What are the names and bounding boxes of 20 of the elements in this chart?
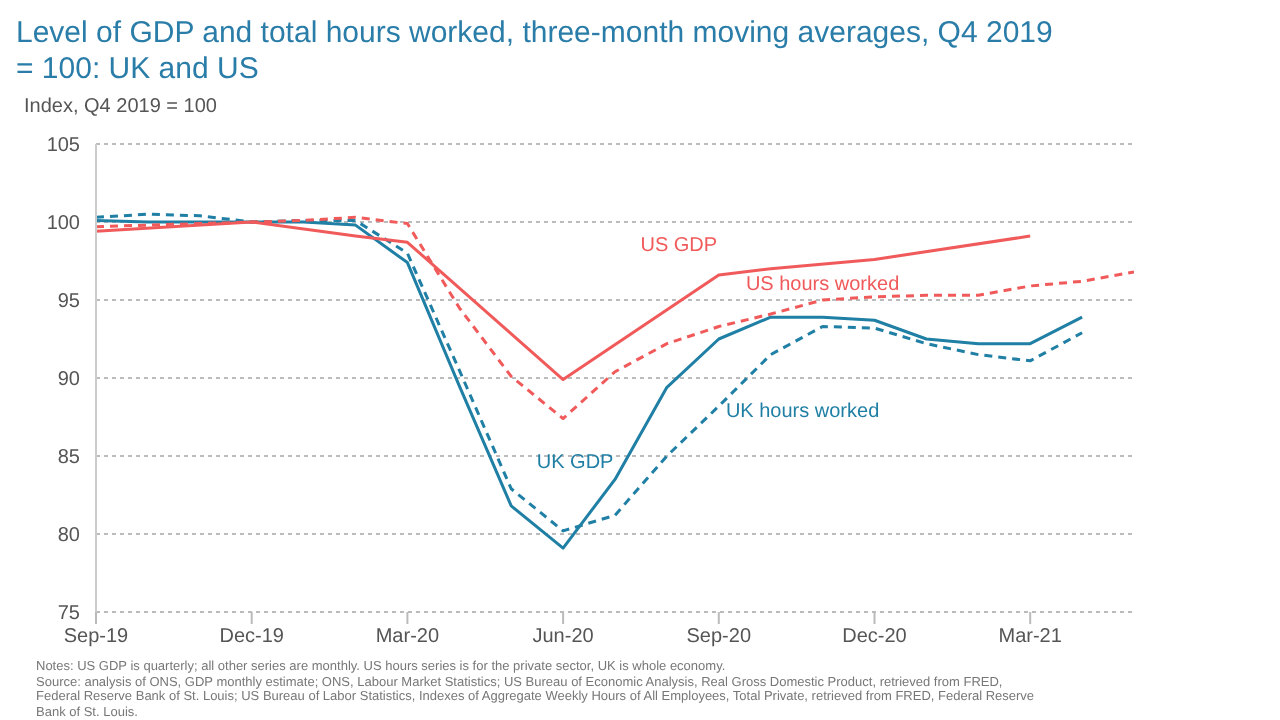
y-tick-label: 95 <box>57 291 81 314</box>
series-label: US GDP <box>640 235 718 258</box>
y-tick-label: 90 <box>57 369 81 392</box>
x-tick-label: Dec-19 <box>219 626 285 649</box>
x-tick-label: Jun-20 <box>532 626 595 649</box>
y-tick-label: 75 <box>57 603 81 626</box>
y-tick-label: 85 <box>57 447 81 470</box>
series-label: UK hours worked <box>725 400 880 423</box>
x-tick-label: Mar-20 <box>375 626 440 649</box>
chart-subtitle: Index, Q4 2019 = 100 <box>24 96 217 118</box>
x-tick-label: Dec-20 <box>842 626 908 649</box>
x-tick-label: Sep-20 <box>686 626 752 649</box>
chart-title: Level of GDP and total hours worked, three-month moving averages, Q4 2019 = 100: UK and US <box>16 16 1055 88</box>
series-label: US hours worked <box>745 274 900 296</box>
y-tick-label: 100 <box>46 213 81 236</box>
x-tick-label: Mar-21 <box>998 626 1063 649</box>
x-tick-label: Sep-19 <box>63 626 130 649</box>
y-tick-label: 105 <box>46 135 81 158</box>
series-label: UK GDP <box>536 452 615 475</box>
y-tick-label: 80 <box>57 525 81 548</box>
